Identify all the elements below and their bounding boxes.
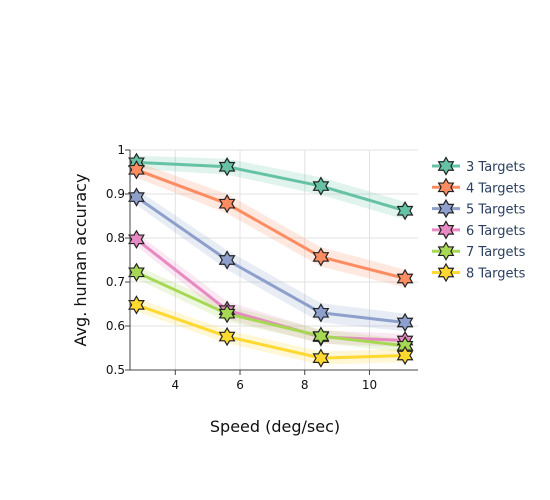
legend-label: 7 Targets <box>466 245 526 260</box>
line-5-targets <box>135 195 406 324</box>
star-marker <box>128 262 145 283</box>
star-marker <box>218 157 236 177</box>
legend-item: 8 Targets <box>432 262 526 283</box>
tick-labels: 4 6 8 10 0.5 0.6 0.7 0.8 0.9 1 <box>106 143 377 392</box>
y-tick-label: 0.7 <box>106 275 125 289</box>
y-tick-label: 1 <box>117 143 125 157</box>
star-marker <box>218 193 236 214</box>
legend-item: 4 Targets <box>432 177 526 198</box>
legend-label: 5 Targets <box>466 203 526 218</box>
y-tick-label: 0.5 <box>106 363 125 377</box>
series-lines <box>135 160 406 360</box>
line-7-targets <box>135 270 406 348</box>
legend: 3 Targets 4 Targets 5 Targets 6 Targets 7 Ta… <box>432 156 526 283</box>
series-markers <box>128 152 414 368</box>
legend-star-icon <box>437 220 455 240</box>
band-5-targets <box>136 189 406 332</box>
band-8-targets <box>136 298 406 365</box>
line-3-targets <box>136 160 406 213</box>
star-marker <box>396 345 414 366</box>
legend-item: 5 Targets <box>432 198 526 219</box>
star-marker <box>218 326 236 347</box>
star-marker <box>312 176 330 196</box>
legend-star-icon <box>437 241 455 261</box>
star-marker <box>218 303 236 324</box>
star-marker <box>312 348 330 368</box>
axes <box>125 149 418 375</box>
x-tick-label: 6 <box>236 378 244 392</box>
band-4-targets <box>136 161 406 288</box>
star-marker <box>128 187 145 207</box>
confidence-bands <box>136 155 406 365</box>
legend-item: 7 Targets <box>432 241 526 261</box>
legend-item: 3 Targets <box>432 156 526 176</box>
star-marker <box>128 229 145 250</box>
legend-label: 6 Targets <box>466 224 526 239</box>
legend-label: 3 Targets <box>466 160 526 175</box>
legend-star-icon <box>437 156 455 176</box>
star-marker <box>312 326 330 346</box>
legend-label: 8 Targets <box>466 267 526 282</box>
star-marker <box>396 201 414 221</box>
star-marker <box>128 160 145 180</box>
star-marker <box>312 247 330 267</box>
x-tick-label: 4 <box>171 378 179 392</box>
line-4-targets <box>135 168 406 280</box>
star-marker <box>218 250 236 270</box>
legend-star-icon <box>437 198 455 219</box>
x-tick-label: 10 <box>362 378 377 392</box>
y-tick-label: 0.8 <box>106 231 125 245</box>
star-marker <box>128 295 145 315</box>
x-axis-title: Speed (deg/sec) <box>210 417 340 436</box>
legend-item: 6 Targets <box>432 220 526 240</box>
band-3-targets <box>136 155 406 220</box>
star-marker <box>396 268 414 289</box>
y-tick-label: 0.6 <box>106 319 125 333</box>
x-tick-label: 8 <box>301 378 309 392</box>
line-8-targets <box>135 303 406 360</box>
legend-label: 4 Targets <box>466 181 526 196</box>
legend-star-icon <box>437 177 455 198</box>
y-tick-label: 0.9 <box>106 187 125 201</box>
legend-star-icon <box>437 262 455 283</box>
star-marker <box>312 303 330 323</box>
y-axis-title: Avg. human accuracy <box>71 174 90 347</box>
